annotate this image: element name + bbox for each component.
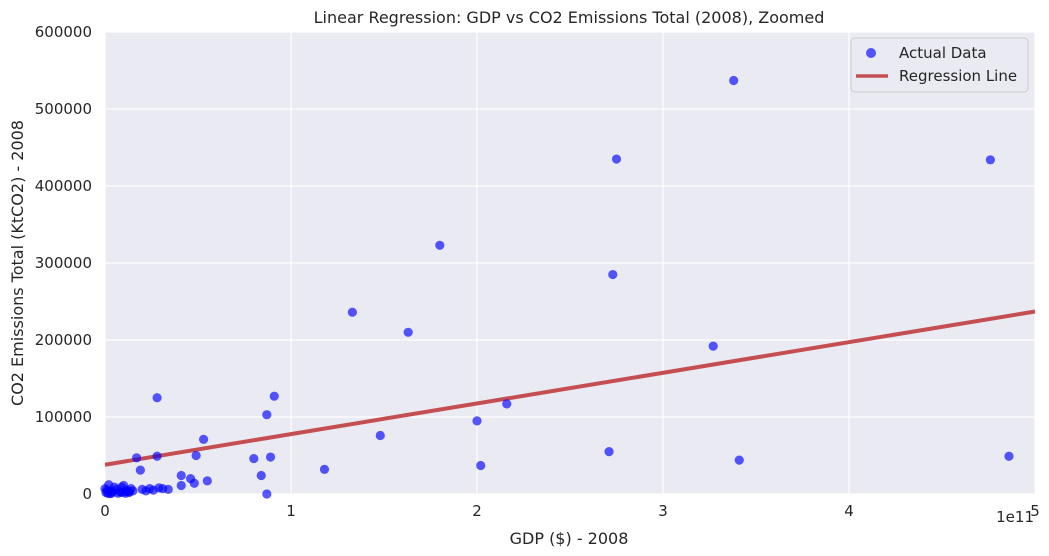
data-point [132, 453, 142, 463]
y-tick-label: 300000 [35, 254, 92, 272]
data-point [611, 154, 622, 164]
data-point [347, 307, 357, 317]
y-axis-label: CO2 Emissions Total (KtCO2) - 2008 [8, 120, 27, 406]
data-point [262, 410, 272, 420]
grid-lines [104, 31, 1036, 495]
x-axis-offset-text: 1e11 [996, 508, 1034, 526]
data-point [124, 487, 134, 498]
x-tick-label: 4 [844, 502, 854, 520]
y-tick-label: 100000 [35, 408, 92, 426]
data-point [1004, 451, 1014, 461]
data-point [265, 452, 276, 462]
data-point [435, 240, 445, 250]
scatter-points [100, 75, 1014, 499]
data-point [135, 465, 145, 475]
data-point [163, 484, 173, 494]
data-point [476, 460, 486, 471]
data-point [608, 269, 618, 280]
y-tick-label: 400000 [35, 177, 92, 195]
x-axis-ticks: 0 1 2 3 4 5 [100, 502, 1040, 520]
chart-title: Linear Regression: GDP vs CO2 Emissions … [314, 8, 825, 27]
legend-label-actual-data: Actual Data [899, 44, 987, 62]
x-tick-label: 3 [658, 502, 668, 520]
data-point [176, 480, 186, 491]
data-point [985, 155, 995, 165]
data-point [176, 470, 186, 481]
x-tick-label: 0 [100, 502, 110, 520]
regression-line-group [104, 309, 1036, 467]
x-tick-label: 2 [472, 502, 482, 520]
data-point [249, 453, 259, 464]
data-point [256, 470, 266, 481]
data-point [708, 341, 718, 351]
legend: Actual Data Regression Line [850, 37, 1029, 93]
data-point [198, 434, 209, 444]
data-point [502, 399, 512, 409]
y-tick-label: 200000 [35, 331, 92, 349]
legend-box [850, 37, 1029, 93]
data-point [152, 451, 162, 461]
y-tick-label: 500000 [35, 100, 92, 118]
data-point [729, 75, 739, 86]
data-point [375, 430, 385, 441]
data-point [106, 488, 117, 498]
y-tick-label: 0 [82, 485, 92, 503]
data-point [189, 478, 199, 488]
legend-marker-actual-data [866, 48, 876, 58]
data-point [734, 455, 744, 465]
data-point [202, 476, 212, 486]
data-point [152, 393, 162, 403]
data-point [403, 327, 413, 337]
x-axis-label: GDP ($) - 2008 [510, 529, 629, 548]
data-point [269, 391, 279, 401]
x-tick-label: 5 [1030, 502, 1040, 520]
data-point [319, 464, 330, 474]
data-point [191, 450, 201, 461]
regression-line [104, 309, 1036, 467]
y-axis-ticks: 0 100000 200000 300000 400000 500000 600000 [35, 23, 92, 503]
y-tick-label: 600000 [35, 23, 92, 41]
data-point [262, 489, 272, 499]
x-tick-label: 1 [286, 502, 296, 520]
data-point [472, 416, 482, 426]
legend-label-regression-line: Regression Line [899, 67, 1017, 85]
data-point [604, 447, 614, 457]
